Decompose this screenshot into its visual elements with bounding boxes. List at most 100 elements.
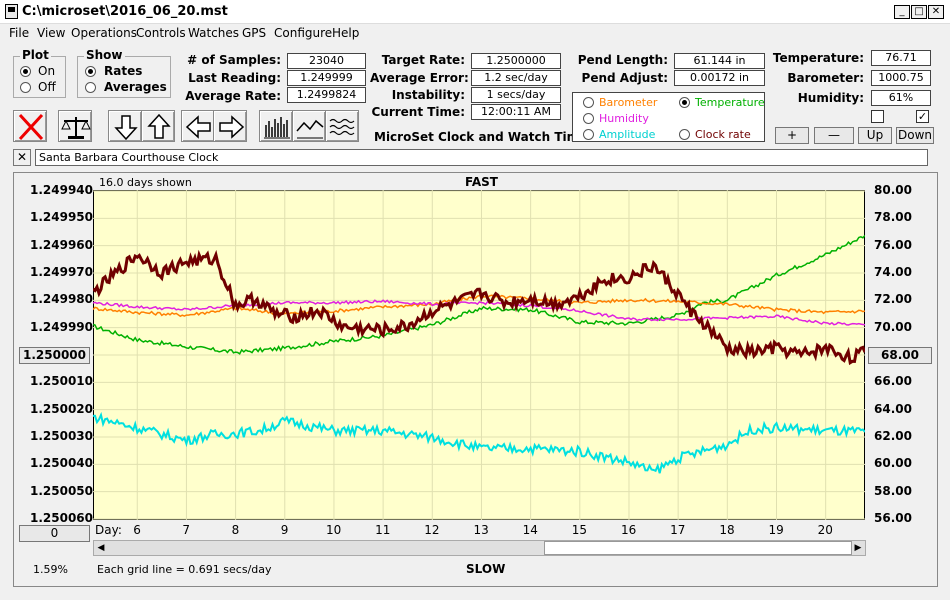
legend-humidity: Humidity bbox=[599, 112, 649, 125]
balance-button[interactable] bbox=[58, 110, 92, 142]
x-tick-label: 14 bbox=[522, 523, 538, 537]
clear-clockname-button[interactable]: ✕ bbox=[13, 149, 31, 166]
humidity-radio[interactable] bbox=[583, 113, 594, 124]
x-tick-label: 7 bbox=[182, 523, 191, 537]
right-arrow-button[interactable] bbox=[213, 110, 247, 142]
legend-clock-rate: Clock rate bbox=[695, 128, 751, 141]
pend-length-label: Pend Length: bbox=[577, 53, 668, 67]
arrow-up-icon bbox=[147, 113, 171, 139]
x-tick-label: 9 bbox=[280, 523, 289, 537]
plot-on-label: On bbox=[38, 64, 56, 78]
y-right-tick-label: 74.00 bbox=[874, 265, 912, 279]
scroll-thumb[interactable] bbox=[544, 541, 852, 555]
x-tick-label: 20 bbox=[817, 523, 833, 537]
average-rate-value: 1.2499824 bbox=[287, 87, 366, 103]
y-left-tick-label: 1.249990 bbox=[30, 319, 94, 334]
x-tick-label: 12 bbox=[424, 523, 440, 537]
menu-gps[interactable]: GPS bbox=[242, 26, 267, 40]
last-reading-label: Last Reading: bbox=[188, 71, 281, 85]
down-arrow-button[interactable] bbox=[108, 110, 142, 142]
y-left-tick-label: 1.250050 bbox=[30, 483, 94, 498]
menu-file[interactable]: File bbox=[9, 26, 30, 40]
target-rate-value: 1.2500000 bbox=[471, 53, 561, 69]
time-scrollbar[interactable]: ◀ ▶ bbox=[93, 540, 866, 556]
series-amplitude bbox=[93, 411, 865, 474]
show-group-title: Show bbox=[84, 48, 125, 62]
show-group: Show bbox=[77, 48, 171, 98]
humidity-checkbox-left[interactable] bbox=[871, 110, 884, 123]
x-tick-label: 19 bbox=[768, 523, 784, 537]
show-averages-label: Averages bbox=[104, 80, 167, 94]
plot-on-radio[interactable] bbox=[20, 66, 31, 77]
menu-view[interactable]: View bbox=[37, 26, 66, 40]
show-rates-radio[interactable] bbox=[85, 66, 96, 77]
current-time-value: 12:00:11 AM bbox=[471, 104, 561, 120]
down-button[interactable]: Down bbox=[896, 127, 934, 144]
app-subtitle: MicroSet Clock and Watch Timer bbox=[374, 130, 594, 144]
balance-scale-icon bbox=[61, 117, 91, 139]
bar-graph-button[interactable] bbox=[259, 110, 293, 142]
line-graph-button[interactable] bbox=[292, 110, 326, 142]
y-left-tick-label: 1.250020 bbox=[30, 401, 94, 416]
temperature-radio[interactable] bbox=[679, 97, 690, 108]
instability-label: Instability: bbox=[391, 88, 465, 102]
scroll-left-icon[interactable]: ◀ bbox=[97, 543, 105, 553]
barometer-radio[interactable] bbox=[583, 97, 594, 108]
minimize-button[interactable]: _ bbox=[894, 5, 910, 19]
menu-configure[interactable]: Configure bbox=[274, 26, 333, 40]
pend-length-value: 61.144 in bbox=[674, 53, 765, 69]
x-tick-label: 6 bbox=[133, 523, 141, 537]
last-reading-value: 1.249999 bbox=[287, 70, 366, 86]
temperature-value: 76.71 bbox=[871, 50, 931, 66]
left-arrow-button[interactable] bbox=[181, 110, 215, 142]
slow-label: SLOW bbox=[466, 562, 506, 576]
menu-watches[interactable]: Watches bbox=[188, 26, 239, 40]
pend-adjust-value: 0.00172 in bbox=[674, 70, 765, 86]
menu-bar: File View Operations Controls Watches GP… bbox=[0, 24, 950, 44]
x-tick-label: 8 bbox=[231, 523, 240, 537]
average-error-label: Average Error: bbox=[370, 71, 469, 85]
clock-name-input[interactable]: Santa Barbara Courthouse Clock bbox=[35, 149, 928, 166]
series-legend: Barometer Temperature Humidity Amplitude… bbox=[572, 92, 765, 142]
y-right-tick-label: 60.00 bbox=[874, 456, 912, 471]
menu-help[interactable]: Help bbox=[332, 26, 360, 40]
up-button[interactable]: Up bbox=[858, 127, 892, 144]
show-rates-label: Rates bbox=[104, 64, 143, 78]
x-tick-label: 15 bbox=[571, 523, 588, 537]
barometer-value: 1000.75 bbox=[871, 70, 931, 86]
up-arrow-button[interactable] bbox=[141, 110, 175, 142]
wave-graph-button[interactable] bbox=[325, 110, 359, 142]
y-right-tick-label: 76.00 bbox=[874, 237, 912, 252]
scroll-right-icon[interactable]: ▶ bbox=[854, 543, 862, 553]
show-averages-radio[interactable] bbox=[85, 82, 96, 93]
plot-off-label: Off bbox=[38, 80, 56, 94]
x-tick-label: 10 bbox=[325, 523, 342, 537]
humidity-checkbox-right[interactable]: ✓ bbox=[916, 110, 929, 123]
arrow-right-icon bbox=[219, 115, 245, 139]
plot-off-radio[interactable] bbox=[20, 82, 31, 93]
window-title: C:\microset\2016_06_20.mst bbox=[22, 4, 228, 19]
zero-button[interactable]: 0 bbox=[19, 525, 90, 542]
plus-button[interactable]: + bbox=[775, 127, 809, 144]
y-right-tick-label: 70.00 bbox=[874, 319, 912, 334]
humidity-value: 61% bbox=[871, 90, 931, 106]
average-error-value: 1.2 sec/day bbox=[471, 70, 561, 86]
maximize-button[interactable]: □ bbox=[911, 5, 927, 19]
stop-button[interactable] bbox=[13, 110, 47, 142]
center-left-button[interactable]: 1.250000 bbox=[19, 347, 90, 364]
target-rate-label: Target Rate: bbox=[381, 53, 465, 67]
y-left-tick-label: 1.249980 bbox=[30, 292, 94, 307]
pend-adjust-label: Pend Adjust: bbox=[581, 71, 668, 85]
clock-rate-radio[interactable] bbox=[679, 129, 690, 140]
close-window-button[interactable]: ✕ bbox=[928, 5, 944, 19]
menu-controls[interactable]: Controls bbox=[136, 26, 186, 40]
barometer-label: Barometer: bbox=[787, 71, 864, 85]
x-tick-label: 16 bbox=[620, 523, 637, 537]
amplitude-radio[interactable] bbox=[583, 129, 594, 140]
minus-button[interactable]: — bbox=[814, 127, 854, 144]
wave-graph-icon bbox=[329, 118, 355, 136]
y-left-tick-label: 1.249940 bbox=[30, 183, 94, 197]
menu-operations[interactable]: Operations bbox=[71, 26, 137, 40]
center-right-button[interactable]: 68.00 bbox=[868, 347, 932, 364]
